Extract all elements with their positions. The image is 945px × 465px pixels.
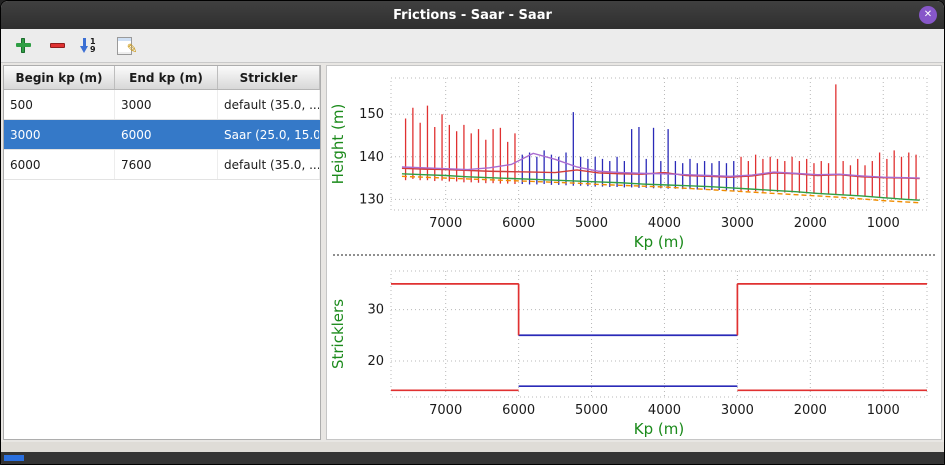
column-header-end-kp[interactable]: End kp (m) (115, 66, 218, 89)
svg-text:5000: 5000 (575, 403, 608, 418)
cell-begin-kp: 6000 (4, 150, 115, 179)
status-indicator (4, 455, 24, 461)
svg-text:Stricklers: Stricklers (329, 299, 347, 369)
svg-text:140: 140 (359, 150, 384, 165)
svg-text:2000: 2000 (794, 216, 827, 231)
cell-end-kp: 7600 (115, 150, 218, 179)
svg-text:3000: 3000 (721, 216, 754, 231)
minus-icon (49, 43, 65, 48)
cell-strickler: Saar (25.0, 15.0) (218, 120, 320, 149)
titlebar[interactable]: Frictions - Saar - Saar ✕ (1, 1, 944, 29)
window-bottom-bar (1, 452, 944, 464)
sort-rows-button[interactable]: 1 9 (77, 32, 105, 60)
svg-text:2000: 2000 (794, 403, 827, 418)
cell-end-kp: 6000 (115, 120, 218, 149)
table-header-row: Begin kp (m) End kp (m) Strickler (4, 66, 320, 90)
svg-text:6000: 6000 (502, 403, 535, 418)
column-header-begin-kp[interactable]: Begin kp (m) (4, 66, 115, 89)
table-row[interactable]: 6000 7600 default (35.0, ... (4, 150, 320, 180)
cell-begin-kp: 500 (4, 90, 115, 119)
cell-begin-kp: 3000 (4, 120, 115, 149)
add-row-button[interactable] (9, 32, 37, 60)
close-icon: ✕ (923, 9, 933, 20)
svg-text:4000: 4000 (648, 216, 681, 231)
svg-text:3000: 3000 (721, 403, 754, 418)
down-arrow-icon (80, 37, 89, 55)
window-title: Frictions - Saar - Saar (393, 7, 552, 23)
table-row[interactable]: 3000 6000 Saar (25.0, 15.0) (4, 120, 320, 150)
svg-text:4000: 4000 (648, 403, 681, 418)
svg-text:Kp (m): Kp (m) (634, 420, 684, 438)
svg-text:5000: 5000 (575, 216, 608, 231)
main-content: Begin kp (m) End kp (m) Strickler 500 30… (1, 63, 944, 442)
edit-pencil-icon: ✎ (116, 36, 138, 57)
chart-divider (333, 254, 935, 259)
column-header-strickler[interactable]: Strickler (218, 66, 320, 89)
svg-text:20: 20 (367, 354, 384, 369)
svg-text:7000: 7000 (429, 216, 462, 231)
svg-text:7000: 7000 (429, 403, 462, 418)
svg-text:6000: 6000 (502, 216, 535, 231)
svg-text:Kp (m): Kp (m) (634, 233, 684, 251)
svg-text:1000: 1000 (867, 403, 900, 418)
sort-1-9-icon: 1 9 (80, 36, 102, 56)
remove-row-button[interactable] (43, 32, 71, 60)
charts-panel: 7000 6000 5000 4000 3000 2000 1000 130 140 150 Kp … (326, 65, 942, 440)
plus-icon (15, 38, 31, 53)
stricklers-chart[interactable]: 7000 6000 5000 4000 3000 2000 1000 20 30 Kp (m) St… (327, 259, 941, 439)
frictions-table: Begin kp (m) End kp (m) Strickler 500 30… (3, 65, 321, 440)
svg-text:Height (m): Height (m) (329, 104, 347, 185)
close-button[interactable]: ✕ (919, 6, 937, 24)
cell-strickler: default (35.0, ... (218, 150, 320, 179)
height-profile-chart[interactable]: 7000 6000 5000 4000 3000 2000 1000 130 140 150 Kp … (327, 66, 941, 252)
toolbar: 1 9 ✎ (1, 29, 944, 63)
svg-text:130: 130 (359, 192, 384, 207)
svg-text:30: 30 (367, 303, 384, 318)
svg-text:150: 150 (359, 107, 384, 122)
cell-strickler: default (35.0, ... (218, 90, 320, 119)
cell-end-kp: 3000 (115, 90, 218, 119)
table-row[interactable]: 500 3000 default (35.0, ... (4, 90, 320, 120)
footer-gap (1, 442, 944, 452)
svg-text:1000: 1000 (867, 216, 900, 231)
edit-strickler-button[interactable]: ✎ (111, 32, 139, 60)
